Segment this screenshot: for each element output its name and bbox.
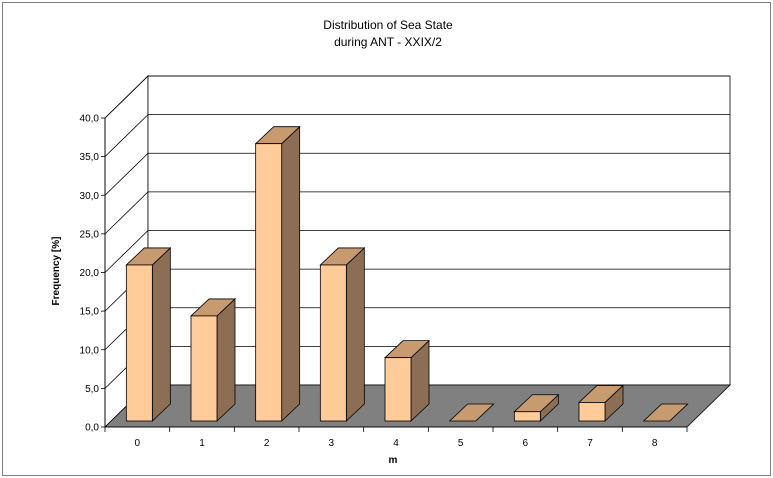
x-axis-label: m [389, 455, 398, 466]
bar-side [281, 125, 301, 422]
y-tick-label: 20,0 [80, 268, 100, 279]
y-tick-label: 10,0 [80, 345, 100, 356]
bar-top [448, 403, 495, 422]
bar [513, 393, 560, 422]
gridline [104, 191, 730, 235]
y-tick-label: 30,0 [80, 191, 100, 202]
chart-svg: Distribution of Sea State during ANT - X… [51, 18, 731, 466]
x-tick-label: 3 [329, 438, 335, 449]
y-tick-label: 0,0 [85, 423, 99, 434]
bar-top [642, 403, 689, 422]
bar [448, 403, 495, 422]
bar [383, 339, 431, 422]
x-tick-labels: 0 1 2 3 4 5 6 7 8 [135, 438, 658, 449]
bar-side [151, 247, 171, 422]
bar [125, 247, 172, 422]
gridline [104, 230, 730, 273]
bar [189, 298, 237, 422]
y-tick-label: 15,0 [80, 307, 100, 318]
gridlines [104, 75, 730, 389]
x-tick-label: 5 [458, 438, 464, 449]
chart-subtitle: during ANT - XXIX/2 [334, 35, 442, 49]
bar-front [190, 315, 218, 422]
x-tick-label: 1 [199, 438, 205, 449]
x-tick-label: 8 [652, 438, 658, 449]
x-tick-label: 4 [393, 438, 399, 449]
bar-side [216, 298, 236, 422]
bar-front [513, 411, 541, 422]
y-tick-label: 40,0 [80, 114, 100, 125]
x-tick-label: 0 [135, 438, 141, 449]
bar [577, 384, 625, 422]
chart-axes [101, 117, 688, 432]
y-tick-label: 35,0 [80, 152, 100, 163]
bar-front [384, 357, 412, 422]
bar [254, 125, 301, 422]
bar [642, 403, 689, 422]
gridline [104, 114, 730, 157]
x-tick-label: 2 [264, 438, 270, 449]
y-tick-label: 5,0 [85, 384, 99, 395]
chart-title: Distribution of Sea State [323, 18, 453, 32]
y-tick-labels: 0,0 5,0 10,0 15,0 20,0 25,0 30,0 35,0 40,0 [80, 114, 100, 434]
gridline [104, 75, 730, 119]
bar-front [125, 264, 153, 422]
gridline [104, 152, 730, 196]
bar [319, 247, 366, 422]
y-axis-label: Frequency [%] [51, 237, 62, 306]
bar-side [345, 247, 365, 422]
x-tick-label: 6 [523, 438, 529, 449]
y-tick-label: 25,0 [80, 229, 100, 240]
bar-front [255, 143, 283, 422]
x-tick-label: 7 [587, 438, 593, 449]
bar-front [319, 264, 347, 422]
bar-front [578, 402, 606, 422]
bars [125, 125, 689, 422]
